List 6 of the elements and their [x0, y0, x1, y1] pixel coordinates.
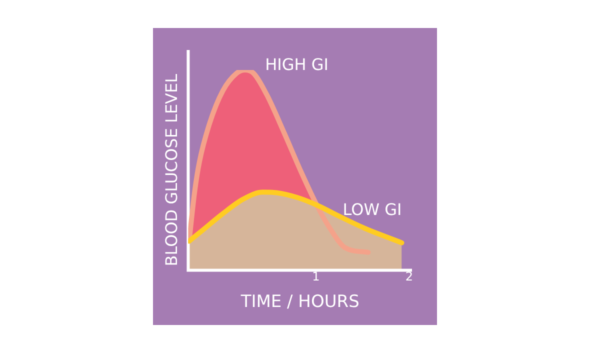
series-label: HIGH GI: [265, 55, 328, 74]
x-axis-title: TIME / HOURS: [240, 292, 360, 312]
x-tick-label: 2: [405, 270, 414, 284]
y-axis-title: BLOOD GLUCOSE LEVEL: [162, 74, 181, 266]
x-tick-label: 1: [312, 270, 320, 284]
series-label: LOW GI: [342, 200, 402, 219]
